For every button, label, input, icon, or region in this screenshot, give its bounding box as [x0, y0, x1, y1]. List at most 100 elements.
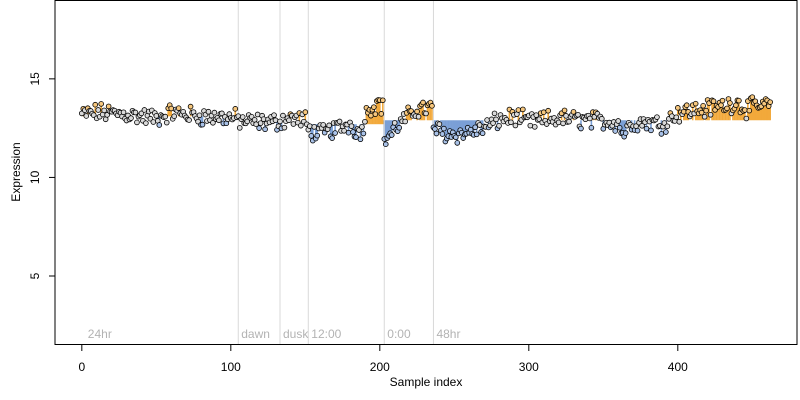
- data-point: [175, 105, 182, 111]
- data-point: [341, 128, 347, 134]
- data-point: [520, 106, 526, 113]
- data-point: [512, 122, 519, 129]
- data-point: [710, 98, 717, 105]
- data-point: [698, 109, 705, 116]
- data-point: [105, 103, 112, 110]
- data-point: [663, 129, 669, 135]
- data-point: [236, 125, 243, 131]
- data-point: [441, 125, 447, 132]
- data-point: [742, 107, 748, 113]
- y-axis-title: Expression: [9, 142, 23, 201]
- annotation-label: 12:00: [311, 327, 341, 341]
- annotation-label: dusk: [283, 327, 309, 341]
- data-point: [156, 122, 163, 128]
- data-point: [570, 109, 577, 115]
- data-point: [196, 112, 203, 119]
- x-axis: 0 100 200 300 400: [78, 345, 688, 374]
- data-point: [719, 97, 726, 104]
- data-point: [286, 117, 292, 124]
- data-point: [436, 121, 443, 127]
- data-point: [563, 113, 569, 119]
- y-tick-label: 10: [28, 170, 42, 184]
- data-point: [454, 140, 461, 146]
- data-point: [345, 129, 352, 136]
- data-point: [150, 119, 157, 125]
- data-point: [420, 99, 426, 106]
- data-point: [98, 101, 104, 107]
- data-point: [700, 103, 706, 109]
- data-point: [515, 107, 522, 113]
- data-point: [239, 114, 246, 120]
- data-point: [472, 124, 478, 131]
- data-point: [703, 107, 709, 114]
- data-point: [575, 111, 581, 118]
- data-point: [701, 113, 708, 120]
- data-point: [360, 130, 367, 137]
- data-point: [187, 103, 194, 110]
- data-point: [727, 100, 733, 106]
- data-points: [79, 94, 773, 148]
- data-point: [298, 122, 304, 129]
- data-point: [320, 122, 326, 128]
- data-point: [92, 101, 99, 108]
- data-point: [332, 130, 338, 136]
- data-point: [599, 115, 605, 122]
- data-point: [555, 119, 562, 126]
- data-point: [199, 121, 206, 128]
- data-point: [566, 118, 572, 125]
- data-point: [683, 102, 690, 108]
- data-point: [508, 119, 514, 126]
- data-point: [639, 122, 645, 129]
- data-point: [280, 112, 286, 119]
- data-point: [439, 131, 446, 137]
- data-point: [271, 112, 277, 118]
- data-point: [736, 97, 742, 104]
- data-point: [491, 110, 498, 117]
- data-point: [120, 109, 127, 116]
- data-point: [371, 104, 377, 110]
- data-point: [707, 111, 714, 118]
- data-point: [308, 133, 315, 139]
- annotation-lines: [237, 0, 434, 345]
- data-point: [128, 115, 134, 121]
- data-point: [256, 125, 262, 131]
- data-point: [163, 119, 170, 126]
- data-point: [95, 107, 102, 113]
- data-point: [326, 122, 332, 129]
- data-point: [290, 121, 297, 127]
- data-point: [634, 127, 641, 134]
- data-point: [210, 119, 216, 126]
- data-point: [171, 113, 177, 120]
- x-tick-label: 300: [519, 360, 539, 374]
- data-point: [415, 113, 422, 120]
- annotation-label: dawn: [241, 327, 270, 341]
- annotation-label: 0:00: [387, 327, 411, 341]
- data-point: [473, 131, 480, 138]
- annotation-label: 24hr: [88, 327, 112, 341]
- data-point: [490, 120, 496, 126]
- y-tick-label: 5: [28, 272, 42, 279]
- data-point: [162, 113, 169, 120]
- data-point: [545, 107, 551, 114]
- data-point: [588, 125, 595, 131]
- data-point: [615, 118, 622, 124]
- data-point: [429, 103, 435, 109]
- data-point: [232, 106, 239, 112]
- data-point: [533, 112, 540, 118]
- data-point: [654, 114, 660, 120]
- data-point: [578, 125, 584, 132]
- data-point: [648, 127, 654, 134]
- data-point: [143, 120, 149, 126]
- data-point: [767, 99, 773, 105]
- data-point: [336, 118, 343, 125]
- data-point: [350, 129, 356, 135]
- data-point: [219, 110, 225, 117]
- data-point: [527, 122, 534, 129]
- data-point: [622, 130, 629, 136]
- data-point: [306, 123, 313, 129]
- data-point: [746, 107, 753, 114]
- data-point: [484, 117, 490, 123]
- y-axis: 5 10 15: [28, 72, 55, 279]
- data-point: [132, 109, 139, 116]
- data-point: [277, 118, 283, 125]
